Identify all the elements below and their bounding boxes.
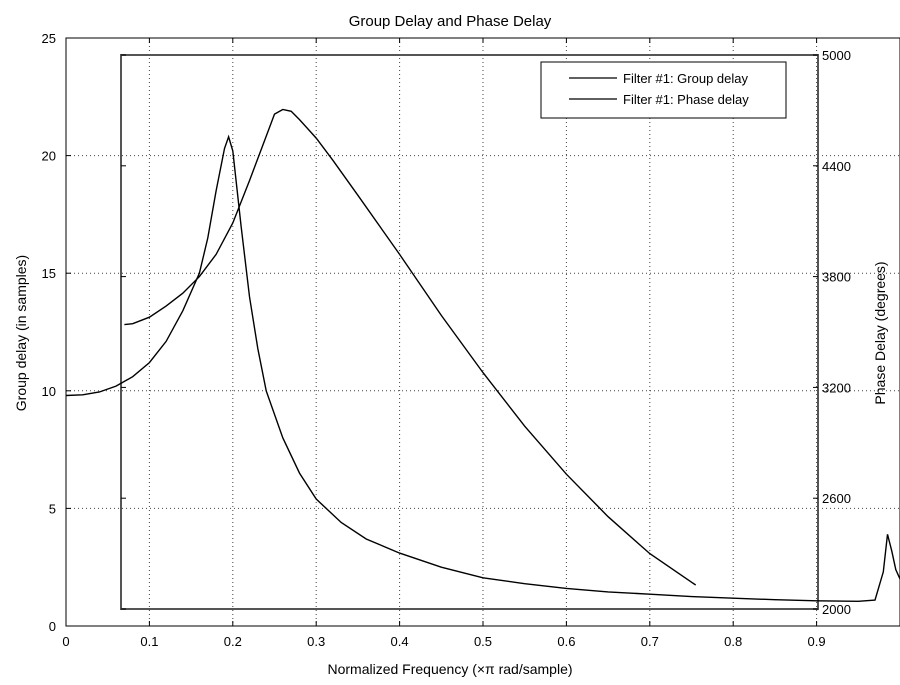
y-left-tick-label: 25 xyxy=(42,31,56,46)
y-right-tick-label: 3200 xyxy=(822,380,851,395)
series-line-phase-delay xyxy=(124,108,697,586)
y-right-tick-label: 2600 xyxy=(822,491,851,506)
y-left-tick-label: 20 xyxy=(42,149,56,164)
x-tick-label: 0.2 xyxy=(224,634,242,649)
y-right-tick-label: 3800 xyxy=(822,270,851,285)
x-tick-label: 0 xyxy=(62,634,69,649)
y-axis-label-right: Phase Delay (degrees) xyxy=(872,261,888,404)
x-tick-label: 0.9 xyxy=(808,634,826,649)
x-tick-label: 0.6 xyxy=(557,634,575,649)
right-axis-frame xyxy=(120,54,819,610)
y-right-tick-label: 4400 xyxy=(822,159,851,174)
x-axis-label: Normalized Frequency (×π rad/sample) xyxy=(327,661,572,677)
y-left-tick-label: 5 xyxy=(49,501,56,516)
y-left-tick-label: 15 xyxy=(42,266,56,281)
legend-box xyxy=(540,61,787,119)
series-lines xyxy=(65,108,900,603)
axis-ticks: 0 0.1 0.2 0.3 0.4 0.5 0.6 0.7 0.8 0.9 0 5 10 15 20 25 20… xyxy=(42,31,851,649)
legend: Filter #1: Group delay Filter #1: Phase … xyxy=(540,61,787,119)
y-left-tick-label: 10 xyxy=(42,384,56,399)
y-left-tick-label: 0 xyxy=(49,619,56,634)
y-right-tick-label: 2000 xyxy=(822,602,851,617)
legend-label-phase-delay: Filter #1: Phase delay xyxy=(623,92,749,107)
legend-label-group-delay: Filter #1: Group delay xyxy=(623,71,749,86)
x-tick-label: 0.3 xyxy=(307,634,325,649)
x-tick-label: 0.1 xyxy=(140,634,158,649)
grid-lines xyxy=(66,38,900,626)
series-line-group-delay xyxy=(65,134,900,603)
y-right-tick-label: 5000 xyxy=(822,48,851,63)
x-tick-label: 0.4 xyxy=(391,634,409,649)
chart-title: Group Delay and Phase Delay xyxy=(349,13,552,30)
x-tick-label: 0.7 xyxy=(641,634,659,649)
x-tick-label: 0.8 xyxy=(724,634,742,649)
y-axis-label-left: Group delay (in samples) xyxy=(13,255,29,411)
x-tick-label: 0.5 xyxy=(474,634,492,649)
